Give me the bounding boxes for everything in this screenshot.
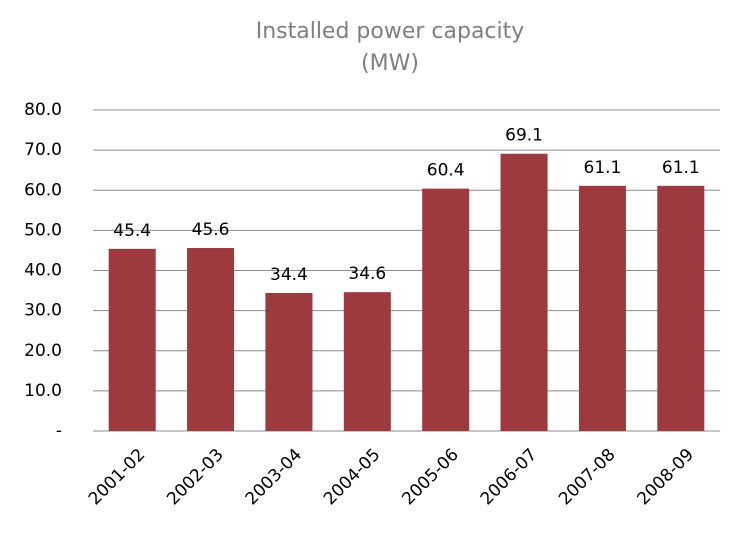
bar (108, 248, 156, 431)
y-tick-label: 80.0 (24, 100, 62, 120)
y-tick-label: 20.0 (24, 341, 62, 361)
bar (343, 292, 391, 431)
data-label: 61.1 (662, 158, 700, 178)
y-tick-label: 70.0 (24, 140, 62, 160)
x-tick-label: 2007-08 (555, 445, 619, 509)
chart-title: Installed power capacity (256, 19, 525, 44)
y-tick-label: 50.0 (24, 220, 62, 240)
bar (265, 292, 313, 431)
data-label: 34.6 (348, 264, 386, 284)
x-tick-label: 2002-03 (163, 445, 227, 509)
data-label: 45.4 (113, 221, 151, 241)
bar (422, 188, 470, 431)
data-label: 45.6 (192, 220, 230, 240)
data-label: 69.1 (505, 126, 543, 146)
bar (578, 185, 626, 431)
bar (187, 248, 235, 431)
y-tick-label: - (56, 421, 62, 441)
data-label: 61.1 (584, 158, 622, 178)
data-label: 34.4 (270, 265, 308, 285)
chart-title: (MW) (361, 51, 419, 76)
y-tick-label: 30.0 (24, 301, 62, 321)
bar (657, 185, 705, 431)
y-tick-label: 40.0 (24, 261, 62, 281)
x-tick-label: 2004-05 (320, 445, 384, 509)
data-label: 60.4 (427, 161, 465, 181)
y-tick-label: 60.0 (24, 180, 62, 200)
bar (500, 153, 548, 431)
x-tick-label: 2003-04 (242, 445, 306, 509)
x-tick-label: 2008-09 (634, 445, 698, 509)
x-tick-label: 2001-02 (85, 445, 149, 509)
y-tick-label: 10.0 (24, 381, 62, 401)
x-tick-label: 2005-06 (398, 445, 462, 509)
x-tick-label: 2006-07 (477, 445, 541, 509)
